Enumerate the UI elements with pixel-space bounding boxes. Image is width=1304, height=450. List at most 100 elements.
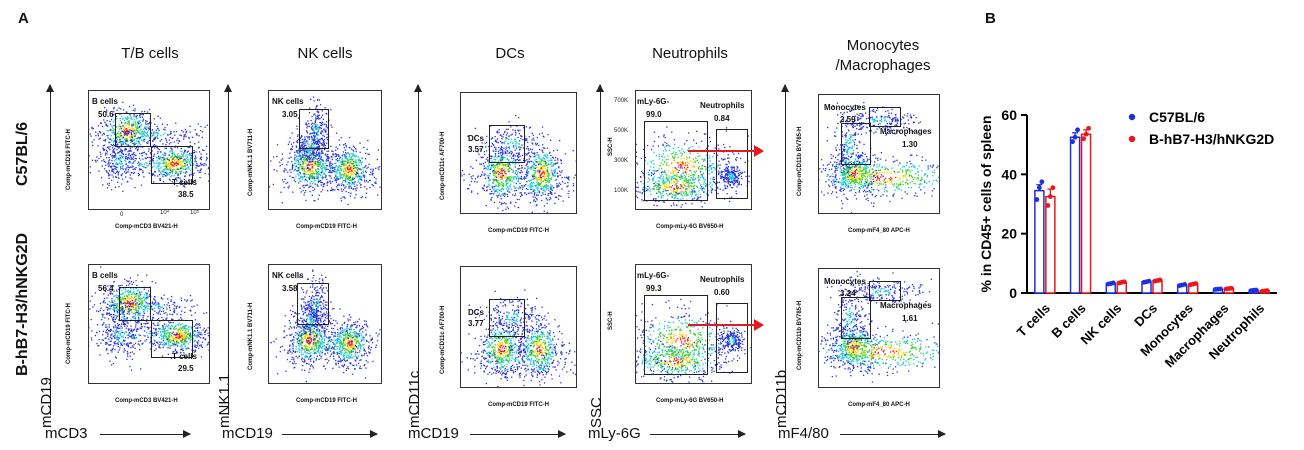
plot-xlabel-mono-mac-r2: Comp-mF4_80 APC-H bbox=[848, 402, 910, 408]
plot-xlabel-mono-mac-r1: Comp-mF4_80 APC-H bbox=[848, 228, 910, 234]
gate-value-t-cells-r1: 38.5 bbox=[178, 190, 194, 199]
plot-xlabel-dcs-r2: Comp-mCD19 FITC-H bbox=[488, 402, 549, 408]
bar-chart: 0 20 40 60 % in CD45+ cells of spleen T cells… bbox=[978, 107, 1277, 370]
plot-xlabel-nk-r2: Comp-mCD19 FITC-H bbox=[296, 398, 357, 404]
y-tick-label: 60 bbox=[1001, 107, 1017, 123]
data-point bbox=[1083, 131, 1089, 137]
data-point bbox=[1193, 281, 1199, 286]
plot-xlabel-dcs-r1: Comp-mCD19 FITC-H bbox=[488, 228, 549, 234]
data-point bbox=[1229, 285, 1234, 291]
gate-label-ly6g-r2: mLy-6G- bbox=[637, 271, 670, 280]
data-point bbox=[1182, 281, 1188, 287]
gate-value-macrophages-r2: 1.61 bbox=[902, 314, 918, 323]
y-axis-label-1: mCD19 bbox=[38, 377, 55, 428]
y-axis-label-2: mNK1.1 bbox=[216, 373, 233, 428]
red-arrow-r1 bbox=[688, 145, 764, 157]
gate-value-monocytes-r2: 3.24 bbox=[840, 289, 856, 298]
data-point bbox=[1050, 185, 1056, 191]
legend-marker bbox=[1128, 135, 1136, 143]
plot-xlabel-tb-r2: Comp-mCD3 BV421-H bbox=[115, 398, 178, 404]
plot-ylabel-dcs-r1: Comp-mCD11c AF700-H bbox=[440, 131, 446, 200]
y-axis-arrow-2 bbox=[224, 84, 232, 415]
x-axis-label-2: mCD19 bbox=[222, 425, 273, 442]
tick: 10⁵ bbox=[190, 210, 200, 216]
plot-ylabel-dcs-r2: Comp-mCD11c AF700-H bbox=[440, 305, 446, 374]
plot-ylabel-nk-r2: Comp-mNK1.1 BV711-H bbox=[248, 302, 254, 370]
x-axis-arrow-3 bbox=[470, 430, 566, 438]
data-point bbox=[1110, 280, 1116, 286]
plot-ylabel-neutrophils-r1: SSC-H bbox=[608, 137, 614, 156]
data-point bbox=[1072, 134, 1078, 140]
gate-label-dcs-r1: DCs bbox=[468, 134, 485, 143]
y-tick-label: 20 bbox=[1001, 226, 1017, 242]
density-cloud bbox=[461, 289, 576, 387]
x-tick-label: DCs bbox=[1131, 301, 1160, 330]
x-axis-label-4: mLy-6G bbox=[588, 425, 641, 442]
y-axis-label-3: mCD11c bbox=[406, 370, 423, 428]
density-svg bbox=[269, 96, 381, 206]
tick: 0 bbox=[120, 212, 124, 218]
column-title-neutrophils: Neutrophils bbox=[652, 45, 728, 62]
density-cloud bbox=[461, 114, 576, 213]
column-title-nk-cells: NK cells bbox=[297, 45, 353, 62]
gate-monocytes bbox=[841, 297, 871, 339]
plot-ylabel-tb-r2: Comp-mCD19 FITC-H bbox=[66, 303, 72, 364]
plot-ylabel-nk-r1: Comp-mNK1.1 BV711-H bbox=[248, 128, 254, 196]
legend-marker bbox=[1128, 113, 1136, 121]
column-title-tb-cells: T/B cells bbox=[121, 45, 179, 62]
plot-xlabel-nk-r1: Comp-mCD19 FITC-H bbox=[296, 224, 357, 230]
density-svg bbox=[819, 271, 939, 383]
data-point bbox=[1036, 185, 1042, 191]
data-point bbox=[1146, 278, 1152, 284]
gate-label-b-cells-r2: B cells bbox=[92, 271, 118, 280]
x-axis-arrow-5 bbox=[840, 430, 946, 438]
x-axis-arrow-1 bbox=[100, 430, 191, 438]
gate-b-cells bbox=[119, 287, 151, 321]
gate-label-b-cells-r1: B cells bbox=[92, 97, 118, 106]
flow-plot-dcs-row2 bbox=[460, 266, 577, 388]
gate-value-ly6g-r2: 99.3 bbox=[646, 284, 662, 293]
data-point bbox=[1070, 139, 1075, 145]
y-axis-label-4: SSC bbox=[588, 397, 605, 428]
gate-ly6g-negative bbox=[644, 295, 708, 375]
data-point bbox=[1121, 279, 1127, 285]
density-cloud bbox=[819, 101, 939, 213]
tick: 300K bbox=[614, 158, 629, 164]
legend-label: C57BL/6 bbox=[1149, 109, 1205, 125]
gate-label-dcs-r2: DCs bbox=[468, 308, 485, 317]
data-point bbox=[1264, 288, 1270, 294]
gate-monocytes bbox=[841, 123, 871, 165]
gate-value-nk-r2: 3.58 bbox=[282, 284, 298, 293]
bar-1-1 bbox=[1080, 133, 1092, 294]
gate-label-macrophages-r1: Macrophages bbox=[880, 127, 932, 136]
data-point bbox=[1034, 197, 1040, 202]
density-cloud bbox=[819, 271, 939, 383]
gate-label-nk-r2: NK cells bbox=[272, 271, 304, 280]
tick: 700K bbox=[614, 98, 629, 104]
gate-label-neutrophils-r1: Neutrophils bbox=[700, 101, 745, 110]
x-axis-label-3: mCD19 bbox=[408, 425, 459, 442]
plot-ylabel-mono-mac-r2: Comp-mCD11b BV785-H bbox=[797, 300, 803, 370]
bar-0-1 bbox=[1069, 136, 1081, 294]
data-point bbox=[1047, 194, 1053, 199]
flow-plot-dcs-row1 bbox=[460, 92, 577, 214]
density-svg bbox=[636, 298, 751, 383]
gate-t-cells bbox=[151, 146, 193, 184]
bar-1-0 bbox=[1045, 195, 1056, 294]
gate-dcs bbox=[489, 299, 525, 337]
data-point bbox=[1039, 179, 1045, 185]
density-cloud bbox=[636, 298, 751, 383]
density-svg bbox=[461, 114, 576, 213]
gate-nk-cells bbox=[299, 109, 329, 149]
density-cloud bbox=[89, 101, 209, 192]
red-arrow-r2 bbox=[688, 319, 764, 331]
y-axis-arrow-4 bbox=[596, 84, 604, 415]
density-svg bbox=[89, 266, 209, 371]
plot-xlabel-neutrophils-r2: Comp-mLy-6G BV650-H bbox=[656, 398, 724, 404]
density-cloud bbox=[269, 96, 381, 206]
y-tick-label: 0 bbox=[1009, 285, 1017, 301]
gate-b-cells bbox=[115, 113, 151, 147]
gate-value-ly6g-r1: 99.0 bbox=[646, 110, 662, 119]
x-axis-arrow-4 bbox=[650, 430, 746, 438]
density-svg bbox=[461, 289, 576, 387]
